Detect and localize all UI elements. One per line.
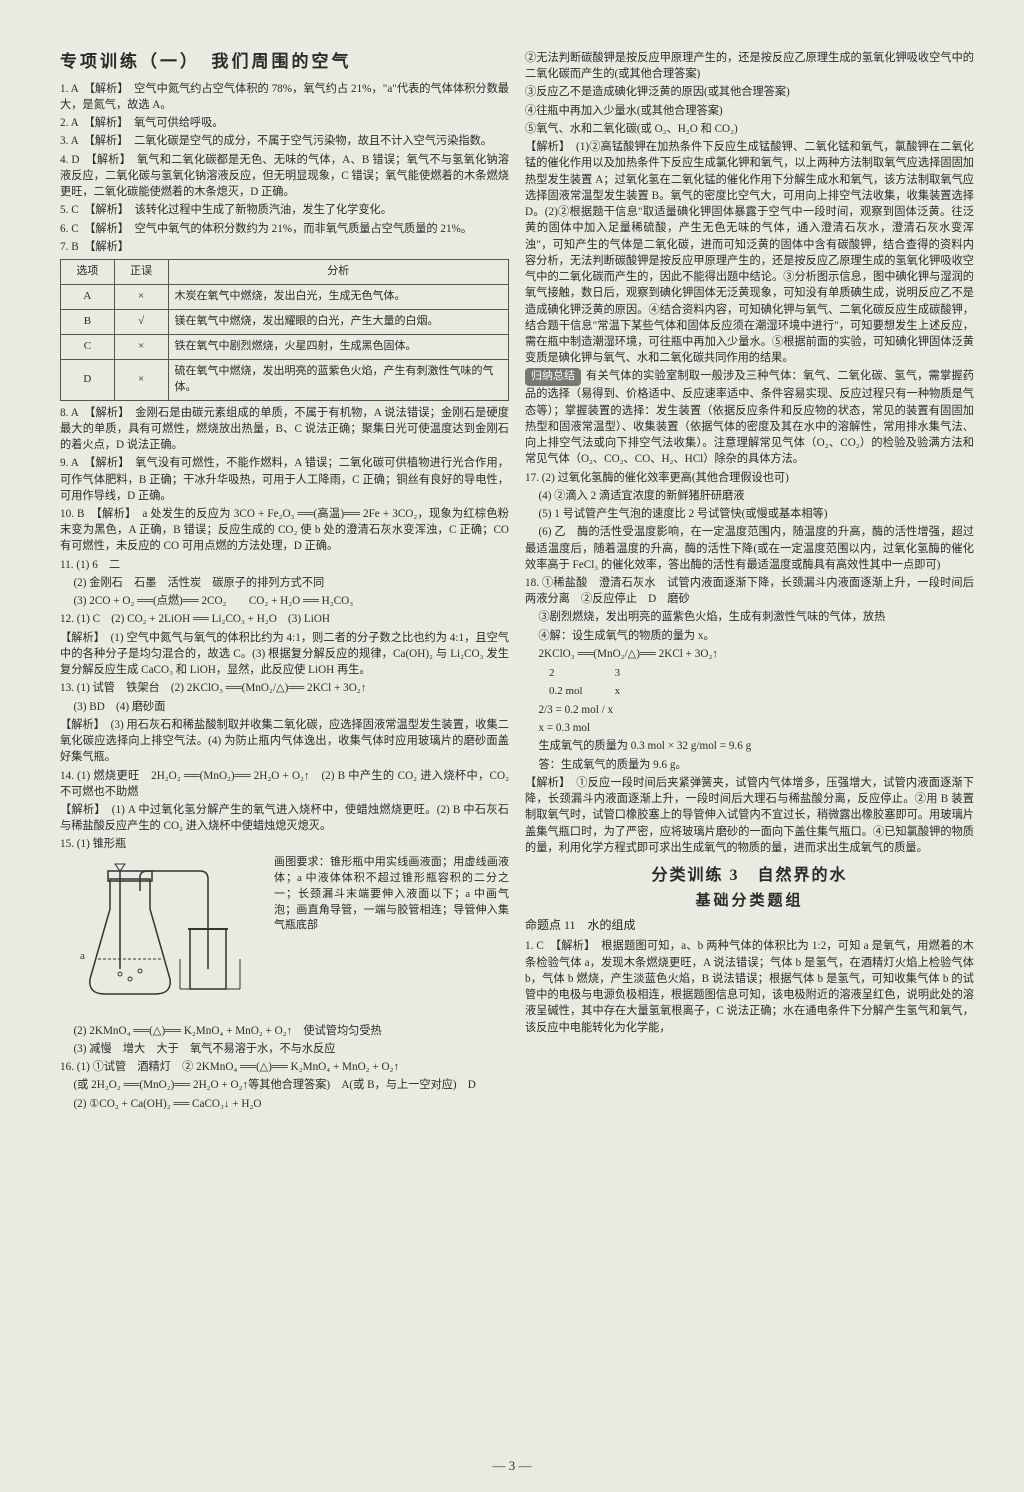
left-column: 专项训练（一） 我们周围的空气 1. A 【解析】 空气中氮气约占空气体积的 7… <box>60 50 509 1430</box>
eq-frac: 2/3 = 0.2 mol / x <box>525 702 974 718</box>
cell-mark: × <box>114 334 168 359</box>
q12-ana: 【解析】 (1) 空气中氮气与氧气的体积比约为 4:1，则二者的分子数之比也约为… <box>60 630 509 679</box>
q7-options-table: 选项 正误 分析 A × 木炭在氧气中燃烧，发出白光，生成无色气体。 B √ 镁… <box>60 259 509 401</box>
q18-1: 18. ①稀盐酸 澄清石灰水 试管内液面逐渐下降，长颈漏斗内液面逐渐上升，一段时… <box>525 575 974 607</box>
q8: 8. A 【解析】 金刚石是由碳元素组成的单质，不属于有机物，A 说法错误；金刚… <box>60 405 509 454</box>
cell-opt: B <box>61 309 115 334</box>
cell-analysis: 铁在氧气中剧烈燃烧，火星四射，生成黑色固体。 <box>168 334 509 359</box>
right-column: ②无法判断碳酸钾是按反应甲原理产生的，还是按反应乙原理生成的氢氧化钾吸收空气中的… <box>525 50 974 1430</box>
cell: 2 <box>549 666 613 682</box>
cell-opt: A <box>61 284 115 309</box>
q14-ana: 【解析】 (1) A 中过氧化氢分解产生的氧气进入烧杯中，使蜡烛燃烧更旺。(2)… <box>60 802 509 834</box>
cell-analysis: 木炭在氧气中燃烧，发出白光，生成无色气体。 <box>168 284 509 309</box>
q9: 9. A 【解析】 氧气没有可燃性，不能作燃料，A 错误；二氧化碳可供植物进行光… <box>60 455 509 504</box>
th-correct: 正误 <box>114 259 168 284</box>
q16-2: (或 2H₂O₂ ══(MnO₂)══ 2H₂O + O₂↑等其他合理答案) A… <box>60 1077 509 1093</box>
r2: ③反应乙不是造成碘化钾泛黄的原因(或其他合理答案) <box>525 84 974 100</box>
q17-1: 17. (2) 过氧化氢酶的催化效率更高(其他合理假设也可) <box>525 470 974 486</box>
cell-opt: C <box>61 334 115 359</box>
q15-2: (2) 2KMnO₄ ══(△)══ K₂MnO₄ + MnO₂ + O₂↑ 使… <box>60 1023 509 1039</box>
q1: 1. A 【解析】 空气中氮气约占空气体积的 78%，氧气约占 21%，"a"代… <box>60 81 509 113</box>
r3: ④往瓶中再加入少量水(或其他合理答案) <box>525 103 974 119</box>
r1: ②无法判断碳酸钾是按反应甲原理产生的，还是按反应乙原理生成的氢氧化钾吸收空气中的… <box>525 50 974 82</box>
eq-ans: 答：生成氧气的质量为 9.6 g。 <box>525 757 974 773</box>
q5: 5. C 【解析】 该转化过程中生成了新物质汽油，发生了化学变化。 <box>60 202 509 218</box>
summary-badge: 归纳总结 <box>525 368 581 386</box>
q16-3: (2) ①CO₂ + Ca(OH)₂ ══ CaCO₃↓ + H₂O <box>60 1096 509 1112</box>
cell-mark: × <box>114 359 168 400</box>
q18-3: ④解：设生成氧气的物质的量为 x。 <box>525 628 974 644</box>
q4: 4. D 【解析】 氧气和二氧化碳都是无色、无味的气体，A、B 错误；氧气不与氢… <box>60 152 509 201</box>
q13-2: (3) BD (4) 磨砂面 <box>60 699 509 715</box>
q17-2: (4) ②滴入 2 滴适宜浓度的新鲜猪肝研磨液 <box>525 488 974 504</box>
section-3-title: 分类训练 3 自然界的水 <box>525 864 974 887</box>
q14: 14. (1) 燃烧更旺 2H₂O₂ ══(MnO₂)══ 2H₂O + O₂↑… <box>60 768 509 800</box>
q16-1: 16. (1) ①试管 酒精灯 ② 2KMnO₄ ══(△)══ K₂MnO₄ … <box>60 1059 509 1075</box>
q15-1: 15. (1) 锥形瓶 <box>60 836 509 852</box>
two-column-layout: 专项训练（一） 我们周围的空气 1. A 【解析】 空气中氮气约占空气体积的 7… <box>60 50 974 1430</box>
q18-ana: 【解析】 ①反应一段时间后夹紧弹簧夹，试管内气体增多，压强增大，试管内液面逐渐下… <box>525 775 974 856</box>
q11-2: (2) 金刚石 石墨 活性炭 碳原子的排列方式不同 <box>60 575 509 591</box>
q15-3: (3) 减慢 增大 大于 氧气不易溶于水，不与水反应 <box>60 1041 509 1057</box>
cell-mark: × <box>114 284 168 309</box>
svg-text:a: a <box>80 950 85 962</box>
apparatus-diagram-icon: a <box>70 859 270 1019</box>
q17-3: (5) 1 号试管产生气泡的速度比 2 号试管快(或慢或基本相等) <box>525 506 974 522</box>
table-row: A × 木炭在氧气中燃烧，发出白光，生成无色气体。 <box>61 284 509 309</box>
summary-block: 归纳总结 有关气体的实验室制取一般涉及三种气体：氧气、二氧化碳、氢气，需掌握药品… <box>525 368 974 467</box>
q18-2: ③剧烈燃烧，发出明亮的蓝紫色火焰，生成有刺激性气味的气体，放热 <box>525 609 974 625</box>
page: 专项训练（一） 我们周围的空气 1. A 【解析】 空气中氮气约占空气体积的 7… <box>0 0 1024 1492</box>
q10: 10. B 【解析】 a 处发生的反应为 3CO + Fe₂O₃ ══(高温)═… <box>60 506 509 555</box>
q17-4: (6) 乙 酶的活性受温度影响，在一定温度范围内，随温度的升高，酶的活性增强，超… <box>525 524 974 573</box>
cell-analysis: 镁在氧气中燃烧，发出耀眼的白光，产生大量的白烟。 <box>168 309 509 334</box>
q11-1: 11. (1) 6 二 <box>60 557 509 573</box>
cell-opt: D <box>61 359 115 400</box>
th-option: 选项 <box>61 259 115 284</box>
summary-text: 有关气体的实验室制取一般涉及三种气体：氧气、二氧化碳、氢气，需掌握药品的选择（易… <box>525 370 974 465</box>
cell: 0.2 mol <box>549 684 613 700</box>
table-row: 2 3 <box>549 666 650 682</box>
section-title-1: 专项训练（一） 我们周围的空气 <box>60 50 509 75</box>
eq-mass: 生成氧气的质量为 0.3 mol × 32 g/mol = 9.6 g <box>525 738 974 754</box>
table-header-row: 选项 正误 分析 <box>61 259 509 284</box>
table-row: D × 硫在氧气中燃烧，发出明亮的蓝紫色火焰，产生有刺激性气味的气体。 <box>61 359 509 400</box>
q13-1: 13. (1) 试管 铁架台 (2) 2KClO₃ ══(MnO₂/△)══ 2… <box>60 680 509 696</box>
section-3-sub: 基础分类题组 <box>525 891 974 913</box>
table-row: 0.2 mol x <box>549 684 650 700</box>
q2: 2. A 【解析】 氧气可供给呼吸。 <box>60 115 509 131</box>
r4: ⑤氧气、水和二氧化碳(或 O₂、H₂O 和 CO₂) <box>525 121 974 137</box>
topic-11: 命题点 11 水的组成 <box>525 917 974 934</box>
r-ana1: 【解析】 (1)②高锰酸钾在加热条件下反应生成锰酸钾、二氧化锰和氧气，氯酸钾在二… <box>525 139 974 366</box>
eq1: 2KClO₃ ══(MnO₂/△)══ 2KCl + 3O₂↑ <box>525 646 974 662</box>
q15-diagram-block: a 画图要求：锥形瓶中用实线画液面；用虚线画液体；a 中液体体积不超过锥形瓶容积… <box>60 855 509 1023</box>
cell: x <box>615 684 651 700</box>
th-analysis: 分析 <box>168 259 509 284</box>
stoich-table: 2 3 0.2 mol x <box>547 664 652 702</box>
cell-mark: √ <box>114 309 168 334</box>
table-row: B √ 镁在氧气中燃烧，发出耀眼的白光，产生大量的白烟。 <box>61 309 509 334</box>
page-number: — 3 — <box>0 1458 1024 1474</box>
q12: 12. (1) C (2) CO₂ + 2LiOH ══ Li₂CO₃ + H₂… <box>60 611 509 627</box>
q11-3: (3) 2CO + O₂ ══(点燃)══ 2CO₂ CO₂ + H₂O ══ … <box>60 593 509 609</box>
s3-q1: 1. C 【解析】 根据题图可知，a、b 两种气体的体积比为 1:2，可知 a … <box>525 938 974 1035</box>
cell-analysis: 硫在氧气中燃烧，发出明亮的蓝紫色火焰，产生有刺激性气味的气体。 <box>168 359 509 400</box>
q13-ana: 【解析】 (3) 用石灰石和稀盐酸制取并收集二氧化碳，应选择固液常温型发生装置，… <box>60 717 509 766</box>
table-row: C × 铁在氧气中剧烈燃烧，火星四射，生成黑色固体。 <box>61 334 509 359</box>
q3: 3. A 【解析】 二氧化碳是空气的成分，不属于空气污染物，故且不计入空气污染指… <box>60 133 509 149</box>
cell: 3 <box>615 666 651 682</box>
eq-x: x = 0.3 mol <box>525 720 974 736</box>
q6: 6. C 【解析】 空气中氧气的体积分数约为 21%，而非氧气质量占空气质量的 … <box>60 221 509 237</box>
q7-label: 7. B 【解析】 <box>60 239 509 255</box>
